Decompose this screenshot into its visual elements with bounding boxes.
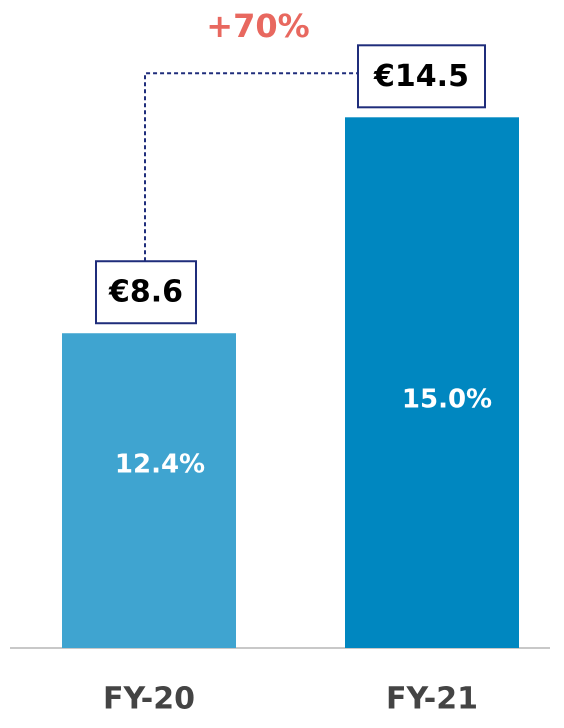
bar	[62, 333, 236, 648]
value-label: €8.6	[108, 275, 183, 310]
value-label: €14.5	[373, 59, 469, 94]
inner-label: 15.0%	[402, 385, 492, 415]
x-tick-label: FY-21	[386, 682, 478, 717]
connector	[144, 72, 358, 262]
value-box	[357, 44, 486, 109]
x-tick-label: FY-20	[103, 682, 195, 717]
value-box	[95, 260, 197, 325]
bar	[345, 117, 519, 649]
growth-annotation: +70%	[206, 7, 309, 45]
inner-label: 12.4%	[115, 450, 205, 480]
